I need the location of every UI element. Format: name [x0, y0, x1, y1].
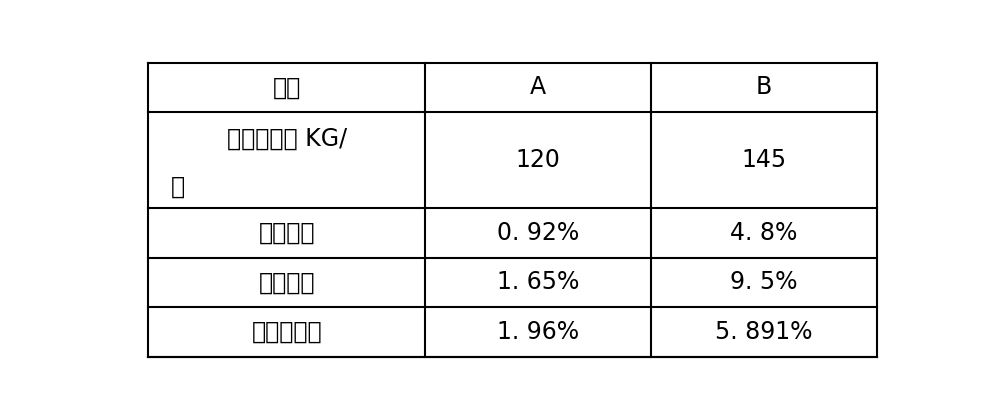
Text: 0. 92%: 0. 92% — [497, 221, 579, 245]
Text: 平均采摘量 KG/: 平均采摘量 KG/ — [227, 127, 347, 151]
Text: 120: 120 — [516, 148, 560, 172]
Text: 4. 8%: 4. 8% — [730, 221, 798, 245]
Text: 1. 96%: 1. 96% — [497, 320, 579, 344]
Text: 145: 145 — [741, 148, 786, 172]
Text: 多糖含量: 多糖含量 — [258, 221, 315, 245]
Text: 亩: 亩 — [170, 175, 185, 199]
Text: 9. 5%: 9. 5% — [730, 270, 798, 294]
Text: 1. 65%: 1. 65% — [497, 270, 579, 294]
Text: A: A — [530, 76, 546, 99]
Text: 5. 891%: 5. 891% — [715, 320, 813, 344]
Text: B: B — [756, 76, 772, 99]
Text: 黄酮含量: 黄酮含量 — [258, 270, 315, 294]
Text: 序号: 序号 — [273, 76, 301, 99]
Text: 茶氨酸含量: 茶氨酸含量 — [251, 320, 322, 344]
